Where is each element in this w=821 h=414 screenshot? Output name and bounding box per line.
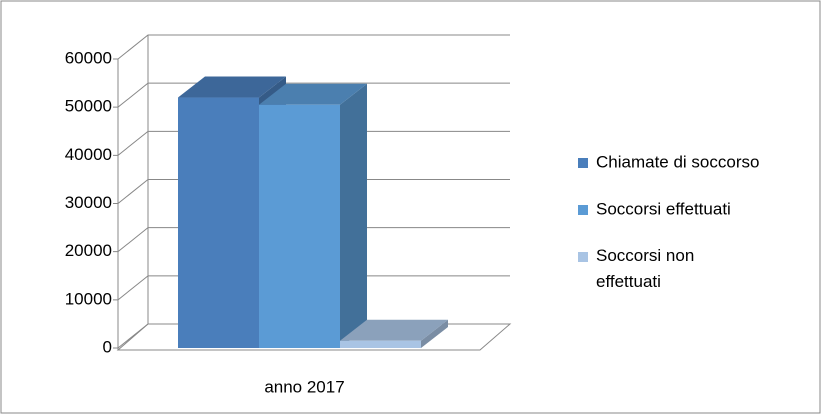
y-tick-label: 0: [103, 337, 112, 356]
grid-line: [113, 34, 510, 60]
bar: [259, 83, 367, 348]
bar-front: [259, 104, 340, 348]
y-tick-label: 20000: [65, 241, 112, 260]
bar-front: [178, 97, 259, 349]
legend-label: Chiamate di soccorso: [596, 152, 759, 171]
legend-swatch: [578, 158, 588, 168]
legend-swatch: [578, 205, 588, 215]
y-tick-label: 60000: [65, 48, 112, 67]
y-tick-label: 30000: [65, 193, 112, 212]
legend-label: Soccorsi non effettuati: [596, 246, 694, 291]
bar-top: [259, 83, 367, 105]
y-tick-label: 40000: [65, 145, 112, 164]
y-tick-label: 50000: [65, 97, 112, 116]
legend-label: Soccorsi effettuati: [596, 199, 731, 218]
bar: [340, 319, 448, 348]
bar-top: [178, 76, 286, 98]
bar-front: [340, 340, 421, 348]
x-tick-label: anno 2017: [264, 377, 344, 396]
bar-top: [340, 319, 448, 341]
y-tick-label: 10000: [65, 289, 112, 308]
grid-line: [113, 82, 510, 108]
bar-side: [340, 83, 367, 348]
legend-swatch: [578, 252, 588, 262]
bar-side: [421, 319, 448, 348]
